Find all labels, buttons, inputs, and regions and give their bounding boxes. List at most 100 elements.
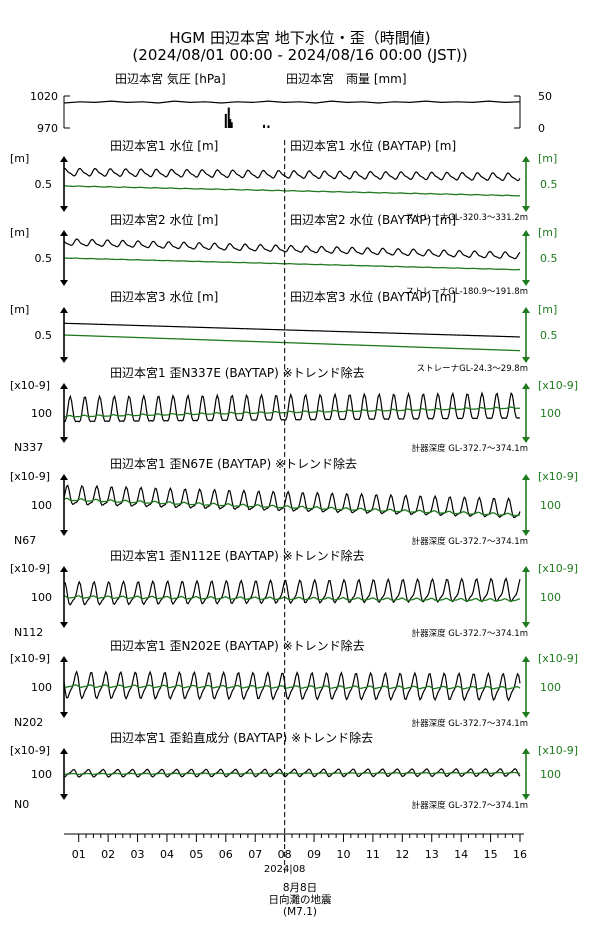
strain_n337-note: 計器深度 GL-372.7～374.1m [412,443,528,454]
strain_n202-unit-left: [x10-9] [10,652,50,665]
water2-right-arrow-head-up [522,230,530,236]
x-axis-tick-label: 11 [366,848,380,861]
strain_n112-right-arrow-head-down [522,622,530,628]
strain_n337-unit-right: [x10-9] [538,379,578,392]
water3-left-title: 田辺本宮3 水位 [m] [110,289,218,304]
rain-bar [224,113,227,128]
water3-unit-right: [m] [538,303,557,316]
pressure-line [63,100,521,104]
event-name-label: 日向灘の地震 [268,894,332,906]
water2-note: ストレーナGL-180.9～191.8m [406,287,528,297]
water3-left-arrow-head-up [60,307,68,313]
water3-left-arrow [60,307,68,363]
water1-unit-right: [m] [538,152,557,165]
water1-right-arrow-head-up [522,156,530,162]
event-date-label: 8月8日 [282,882,318,894]
panel-weather: 田辺本宮 気圧 [hPa] 田辺本宮 雨量 [mm] 1020 970 50 0 [30,71,552,135]
strain_n202-title: 田辺本宮1 歪N202E (BAYTAP) ※トレンド除去 [110,638,365,653]
strain_n112-unit-left: [x10-9] [10,562,50,575]
water1-left-arrow [60,156,68,212]
strain_n112-left-arrow-head-up [60,566,68,572]
water3-unit-left: [m] [10,303,29,316]
strain_vertical-right-arrow [522,748,530,800]
water1-note: ストレーナGL-320.3～331.2m [406,213,528,223]
weather-left-tick-label: 1020 [30,90,58,103]
strain_n337-right-arrow-head-up [522,383,530,389]
x-axis-tick-label: 07 [248,848,262,861]
x-axis-tick-label: 10 [336,848,350,861]
strain_n112-left-arrow-head-down [60,622,68,628]
strain_n67-right-arrow-head-down [522,530,530,536]
x-axis-tick-label: 05 [189,848,203,861]
rain-bar [227,107,230,128]
x-axis-tick-label: 01 [72,848,86,861]
rain-bar [267,125,270,128]
strain_n202-left-arrow-head-down [60,712,68,718]
strain_n67-unit-right: [x10-9] [538,470,578,483]
weather-left-tick-label: 970 [37,122,58,135]
x-axis-tick-label: 02 [101,848,115,861]
rain-bar [229,119,232,128]
x-axis-tick-label: 04 [160,848,174,861]
strain_vertical-series-baytap [63,771,521,776]
water1-right-arrow-head-down [522,206,530,212]
strain_vertical-unit-right: [x10-9] [538,744,578,757]
water2-right-arrow [522,230,530,286]
water1-tick-left: 0.5 [35,178,53,191]
weather-right-tick-label: 0 [538,122,545,135]
water1-series-raw [63,167,521,182]
x-axis-tick-label: 08 [278,848,292,861]
panel-strain_n112: 田辺本宮1 歪N112E (BAYTAP) ※トレンド除去 [x10-9] [x10… [10,548,578,639]
water2-unit-left: [m] [10,226,29,239]
strain_n67-title: 田辺本宮1 歪N67E (BAYTAP) ※トレンド除去 [110,456,357,471]
water3-note: ストレーナGL-24.3～29.8m [417,364,528,374]
strain_n112-title: 田辺本宮1 歪N112E (BAYTAP) ※トレンド除去 [110,548,365,563]
water1-unit-left: [m] [10,152,29,165]
strain_n202-left-arrow-head-up [60,656,68,662]
rain-bar [263,124,266,128]
strain_n202-component-label: N202 [14,716,43,729]
strain_n67-right-arrow [522,474,530,536]
strain_n67-unit-left: [x10-9] [10,470,50,483]
water1-left-title: 田辺本宮1 水位 [m] [110,138,218,153]
strain_n337-left-arrow-head-down [60,437,68,443]
strain_vertical-tick-left: 100 [31,768,52,781]
strain_n202-right-arrow-head-up [522,656,530,662]
strain_vertical-right-arrow-head-down [522,794,530,800]
panel-strain_n337: 田辺本宮1 歪N337E (BAYTAP) ※トレンド除去 [x10-9] [x10… [10,365,578,454]
strain_vertical-left-arrow [60,748,68,800]
strain_n112-note: 計器深度 GL-372.7～374.1m [412,628,528,639]
x-axis-tick-label: 13 [425,848,439,861]
water2-left-arrow-head-down [60,280,68,286]
strain_n112-series-raw [63,576,521,606]
water2-series-baytap [63,257,521,271]
strain_n67-component-label: N67 [14,534,36,547]
strain_n337-unit-left: [x10-9] [10,379,50,392]
strain_n202-series-baytap [63,684,521,690]
water1-right-arrow [522,156,530,212]
water1-tick-right: 0.5 [540,178,558,191]
strain_vertical-unit-left: [x10-9] [10,744,50,757]
strain_vertical-tick-right: 100 [540,768,561,781]
x-axis-tick-label: 14 [454,848,468,861]
water3-tick-left: 0.5 [35,329,53,342]
strain_n202-series-raw [63,670,521,702]
strain_n337-left-arrow [60,383,68,443]
strain_n202-tick-right: 100 [540,681,561,694]
strain_n112-component-label: N112 [14,626,43,639]
water2-series-raw [63,238,521,260]
strain_n67-tick-left: 100 [31,499,52,512]
panel-strain_n202: 田辺本宮1 歪N202E (BAYTAP) ※トレンド除去 [x10-9] [x10… [10,638,578,729]
strain_n337-left-arrow-head-up [60,383,68,389]
water2-tick-right: 0.5 [540,252,558,265]
strain_n67-left-arrow-head-up [60,474,68,480]
strain_n112-series-baytap [63,595,521,602]
strain_n337-series-baytap [63,406,521,418]
strain_n112-tick-right: 100 [540,591,561,604]
strain_n112-left-arrow [60,566,68,628]
x-axis-tick-label: 16 [513,848,527,861]
water3-tick-right: 0.5 [540,329,558,342]
water2-right-arrow-head-down [522,280,530,286]
